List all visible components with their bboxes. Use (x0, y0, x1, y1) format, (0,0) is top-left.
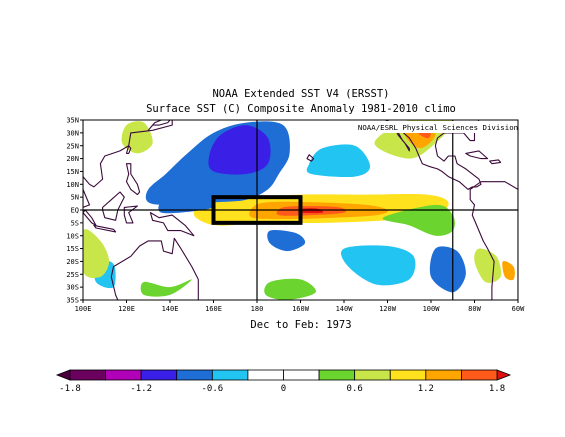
anomaly-region-5 (382, 204, 455, 236)
anomaly-region-20 (264, 278, 316, 300)
x-tick-label: 100E (75, 305, 92, 313)
figure-subtitle: Surface SST (C) Composite Anomaly 1981-2… (146, 103, 456, 115)
anomaly-region-10 (267, 229, 306, 252)
colorbar-swatch-9 (389, 369, 427, 381)
land-australia (110, 237, 199, 300)
anomaly-region-4 (218, 203, 239, 214)
land-java (93, 224, 117, 233)
y-tick-label: 25N (66, 142, 79, 150)
land-asia (83, 120, 173, 208)
credit-label: NOAA/ESRL Physical Sciences Division (358, 123, 518, 132)
longitude-axis: 100E 120E 140E 160E 180 160W 140W 120W 100W 80W 60… (75, 300, 525, 313)
colorbar-over-arrow (496, 369, 512, 381)
colorbar-swatch-8 (354, 369, 391, 381)
x-tick-label: 180 (251, 305, 264, 313)
y-tick-label: 10S (66, 232, 79, 240)
anomaly-region-9 (306, 144, 371, 178)
colorbar-swatch-11 (461, 369, 498, 381)
land-philippines (125, 163, 141, 196)
y-tick-label: 15N (66, 168, 79, 176)
x-tick-label: 160E (205, 305, 222, 313)
latitude-axis: 35N 30N 25N 20N 15N 10N 5N EQ 5S 10S 15S 20S 25S 30S 3… (66, 117, 83, 305)
x-tick-label: 60W (512, 305, 525, 313)
land-japan (147, 120, 171, 131)
colorbar-tick-label: -1.2 (130, 384, 152, 394)
colorbar-swatch-3 (176, 369, 213, 381)
colorbar-swatch-5 (247, 369, 284, 381)
colorbar-swatch-10 (425, 369, 462, 381)
colorbar-swatch-7 (318, 369, 356, 381)
colorbar-under-arrow (55, 369, 71, 381)
figure-title: NOAA Extended SST V4 (ERSST) (212, 88, 389, 100)
colorbar-swatch-2 (140, 369, 178, 381)
credit-box (360, 121, 517, 133)
x-tick-label: 160W (292, 305, 310, 313)
y-tick-label: 30S (66, 284, 79, 292)
y-tick-label: 20S (66, 258, 79, 266)
y-tick-label: 20N (66, 155, 79, 163)
x-tick-label: 100W (423, 305, 441, 313)
colorbar-swatch-6 (283, 369, 320, 381)
anomaly-region-14 (121, 121, 153, 154)
x-tick-label: 80W (468, 305, 481, 313)
anomaly-region-11 (341, 245, 416, 286)
land-outlines (83, 120, 518, 300)
anomaly-region-8 (158, 193, 214, 214)
colorbar-tick-label: 0 (281, 384, 286, 394)
anomaly-region-18 (83, 229, 110, 279)
colorbar-tick-label: 0.6 (347, 384, 363, 394)
x-tick-label: 120W (379, 305, 397, 313)
anomaly-map: NOAA/ESRL Physical Sciences Division (82, 119, 519, 301)
nino-box (211, 195, 303, 225)
anomaly-region-22 (502, 260, 515, 281)
colorbar-swatch-1 (105, 369, 142, 381)
x-tick-label: 140E (162, 305, 179, 313)
land-baja-california (393, 127, 410, 152)
land-new-guinea (149, 212, 195, 237)
colorbar: -1.8 -1.2 -0.6 0 0.6 1.2 1.8 (55, 369, 512, 394)
anomaly-region-7 (208, 125, 271, 175)
colorbar-tick-label: -0.6 (201, 384, 223, 394)
y-tick-label: 5N (71, 194, 79, 202)
period-label: Dec to Feb: 1973 (250, 319, 351, 331)
y-tick-label: 35S (66, 297, 79, 305)
land-sulawesi (123, 205, 138, 224)
colorbar-tick-label: 1.2 (418, 384, 434, 394)
land-hispaniola (489, 159, 502, 165)
x-tick-label: 140W (336, 305, 354, 313)
colorbar-tick-label: -1.8 (59, 384, 81, 394)
land-hawaii (306, 154, 315, 162)
y-tick-label: 15S (66, 245, 79, 253)
anomaly-region-21 (474, 248, 502, 283)
land-cuba (465, 150, 489, 160)
y-tick-label: 30N (66, 129, 79, 137)
colorbar-tick-label: 1.8 (489, 384, 505, 394)
anomaly-region-19 (140, 279, 192, 297)
land-taiwan (125, 145, 132, 154)
y-tick-label: 35N (66, 117, 79, 125)
colorbar-swatch-0 (69, 369, 106, 381)
y-tick-label: 5S (71, 219, 79, 227)
y-tick-label: EQ (71, 207, 79, 215)
x-tick-label: 120E (118, 305, 135, 313)
anomaly-contours (83, 120, 515, 300)
y-tick-label: 25S (66, 271, 79, 279)
colorbar-swatch-4 (211, 369, 249, 381)
anomaly-region-12 (429, 246, 466, 293)
y-tick-label: 10N (66, 181, 79, 189)
